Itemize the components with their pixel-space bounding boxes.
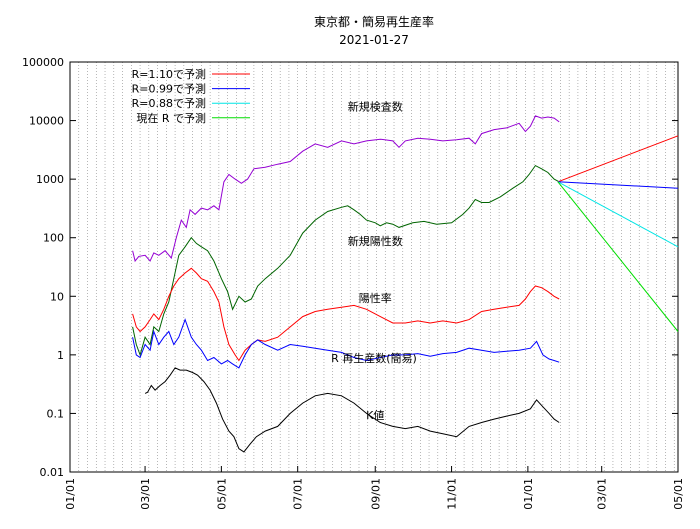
series-line	[557, 135, 679, 183]
y-tick-label: 100	[43, 232, 64, 245]
series-line	[557, 181, 679, 189]
annotation-label: 陽性率	[359, 291, 392, 305]
x-tick-label: 03/01	[596, 478, 609, 510]
y-tick-label: 100000	[22, 56, 64, 69]
y-tick-label: 1000	[36, 173, 64, 186]
y-tick-label: 1	[57, 349, 64, 362]
x-tick-label: 03/01	[139, 478, 152, 510]
series-group	[132, 115, 679, 453]
series-line	[557, 181, 679, 332]
y-tick-label: 10000	[29, 115, 64, 128]
y-axis: 0.01 0.1 1 10 100 1000 10000 100000	[22, 56, 678, 479]
series-line	[144, 367, 560, 453]
grid	[78, 62, 675, 472]
series-line	[132, 318, 560, 369]
y-tick-label: 10	[50, 290, 64, 303]
annotation-label: 新規陽性数	[348, 234, 403, 248]
legend-label: 現在 R で予測	[136, 111, 206, 125]
x-tick-label: 01/01	[522, 478, 535, 510]
x-tick-label: 09/01	[369, 478, 382, 510]
series-line	[132, 164, 560, 357]
y-tick-label: 0.1	[47, 407, 65, 420]
annotation-label: K値	[366, 409, 384, 422]
legend-label: R=1.10で予測	[132, 67, 206, 81]
annotation-label: R 再生産数(簡易)	[331, 351, 417, 365]
series-line	[557, 181, 679, 248]
x-tick-label: 01/01	[64, 478, 77, 510]
legend-label: R=0.99で予測	[132, 82, 206, 96]
y-tick-label: 0.01	[40, 466, 65, 479]
x-axis: 01/01 03/01 05/01 07/01 09/01 11/01 01/01 03/01…	[64, 466, 685, 510]
chart-title: 東京都・簡易再生産率	[314, 14, 434, 29]
plot-frame	[69, 61, 679, 473]
chart-subtitle: 2021-01-27	[339, 33, 409, 47]
legend-label: R=0.88で予測	[132, 96, 206, 110]
x-tick-label: 11/01	[446, 478, 459, 510]
series-line	[132, 267, 560, 362]
x-tick-label: 05/01	[672, 478, 685, 510]
annotation-label: 新規検査数	[348, 99, 403, 113]
series-line	[132, 115, 560, 263]
x-tick-label: 07/01	[292, 478, 305, 510]
x-tick-label: 05/01	[215, 478, 228, 510]
